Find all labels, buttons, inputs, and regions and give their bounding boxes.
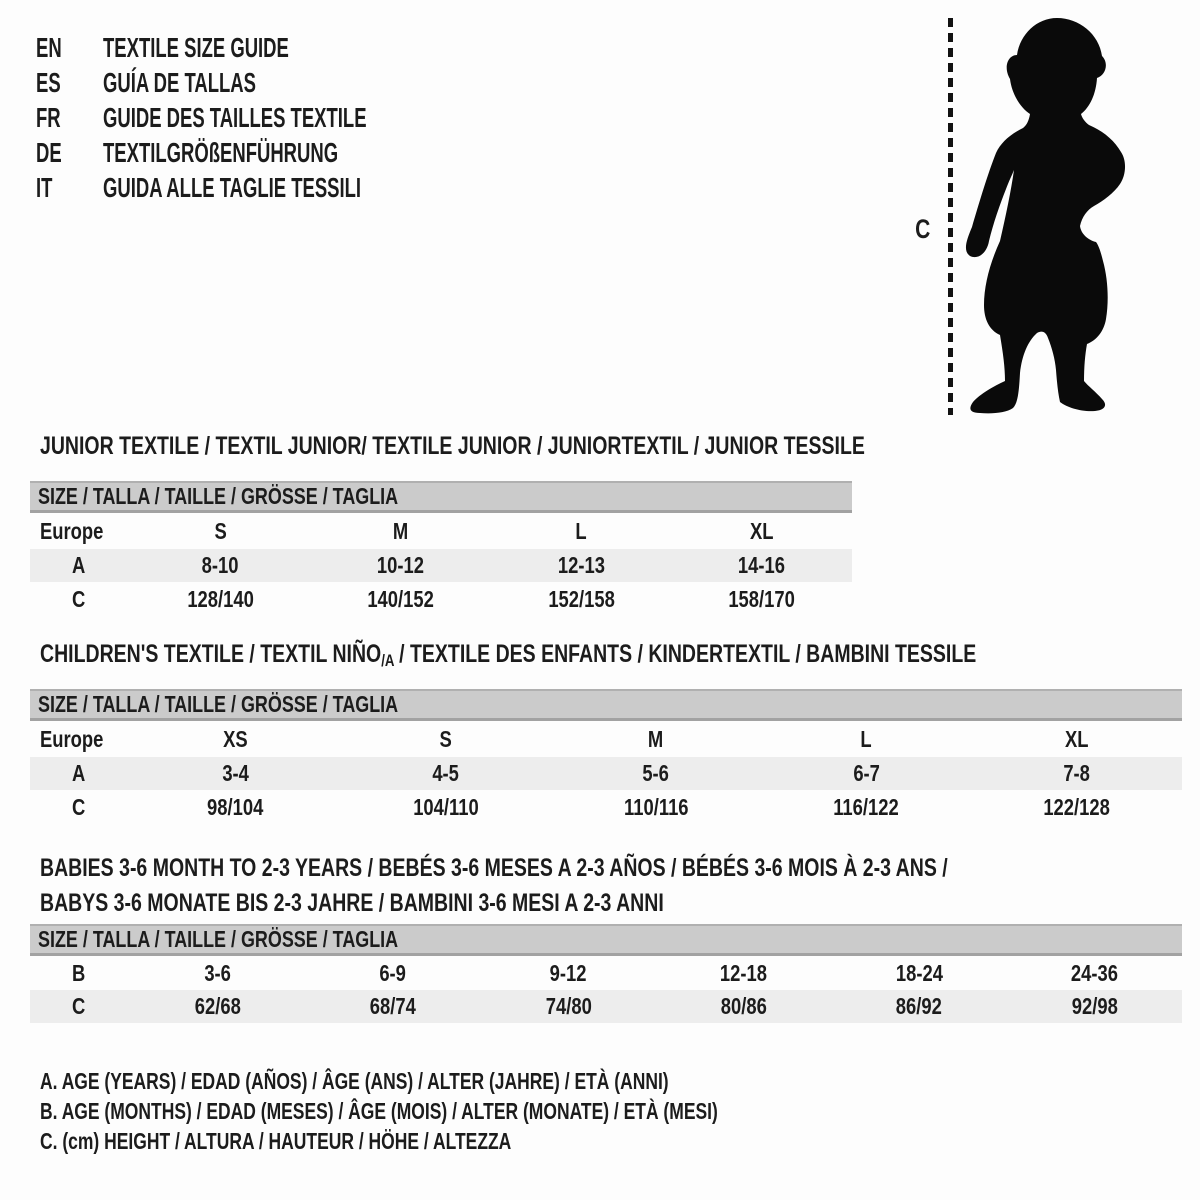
title-subscript: /A [381, 651, 395, 670]
size-cell: 6-7 [853, 760, 880, 786]
babies-section-title-line2: BABYS 3-6 MONATE BIS 2-3 JAHRE / BAMBINI… [40, 889, 664, 917]
size-header-bar: SIZE / TALLA / TAILLE / GRÖSSE / TAGLIA [30, 481, 852, 513]
size-header-bar: SIZE / TALLA / TAILLE / GRÖSSE / TAGLIA [30, 924, 1182, 956]
language-code: IT [36, 171, 53, 203]
size-cell: M [393, 517, 409, 544]
table-row: A 8-10 10-12 12-13 14-16 [30, 549, 852, 582]
size-header-label: SIZE / TALLA / TAILLE / GRÖSSE / TAGLIA [38, 691, 399, 717]
language-code: ES [36, 67, 61, 99]
toddler-silhouette-icon [965, 18, 1126, 414]
legend-line-b: B. AGE (MONTHS) / EDAD (MESES) / ÂGE (MO… [40, 1098, 718, 1124]
size-cell: 140/152 [367, 586, 434, 612]
size-cell: 152/158 [547, 586, 615, 612]
guide-title: GUÍA DE TALLAS [103, 67, 256, 99]
size-cell: S [214, 517, 227, 544]
size-cell: 7-8 [1063, 760, 1091, 786]
size-cell: 24-36 [1070, 959, 1118, 986]
size-cell: 6-9 [379, 959, 407, 986]
row-label: A [71, 760, 85, 786]
size-cell: 68/74 [369, 993, 417, 1019]
size-cell: 86/92 [895, 993, 942, 1019]
height-measure-label: C [915, 214, 931, 244]
size-header-label: SIZE / TALLA / TAILLE / GRÖSSE / TAGLIA [38, 926, 399, 952]
language-title-block: EN TEXTILE SIZE GUIDE ES GUÍA DE TALLAS … [36, 31, 502, 205]
height-measure-dashed-line [948, 18, 953, 415]
size-cell: 80/86 [720, 993, 767, 1019]
legend-line-c: C. (cm) HEIGHT / ALTURA / HAUTEUR / HÖHE… [40, 1128, 512, 1154]
size-cell: 10-12 [377, 552, 425, 578]
row-label: Europe [40, 517, 104, 544]
size-header-label: SIZE / TALLA / TAILLE / GRÖSSE / TAGLIA [38, 483, 399, 509]
size-cell: XL [1065, 725, 1089, 752]
guide-title: TEXTILE SIZE GUIDE [103, 32, 289, 64]
guide-title: TEXTILGRÖßENFÜHRUNG [103, 136, 339, 168]
table-row: B 3-6 6-9 9-12 12-18 18-24 24-36 [30, 955, 1182, 991]
size-cell: 74/80 [545, 993, 592, 1019]
size-cell: S [439, 725, 452, 752]
legend-line-a: A. AGE (YEARS) / EDAD (AÑOS) / ÂGE (ANS)… [40, 1068, 669, 1094]
junior-size-table: SIZE / TALLA / TAILLE / GRÖSSE / TAGLIA … [30, 481, 852, 617]
size-cell: 158/170 [728, 586, 795, 612]
junior-section-title: JUNIOR TEXTILE / TEXTIL JUNIOR/ TEXTILE … [40, 432, 865, 460]
language-row: EN TEXTILE SIZE GUIDE [36, 31, 502, 66]
table-row: C 128/140 140/152 152/158 158/170 [30, 582, 852, 617]
size-cell: 116/122 [833, 793, 900, 820]
size-cell: 5-6 [642, 760, 670, 786]
size-cell: 14-16 [738, 552, 786, 578]
row-label: C [71, 586, 85, 612]
language-row: DE TEXTILGRÖßENFÜHRUNG [36, 135, 502, 170]
table-row: Europe S M L XL [30, 512, 852, 550]
language-row: FR GUIDE DES TAILLES TEXTILE [36, 101, 502, 136]
babies-section-title-line1: BABIES 3-6 MONTH TO 2-3 YEARS / BEBÉS 3-… [40, 854, 948, 882]
size-cell: L [575, 517, 587, 544]
size-cell: 8-10 [201, 552, 239, 578]
size-cell: 9-12 [549, 959, 587, 986]
table-row: C 62/68 68/74 74/80 80/86 86/92 92/98 [30, 990, 1182, 1023]
size-cell: M [648, 725, 664, 752]
table-row: Europe XS S M L XL [30, 720, 1182, 758]
size-cell: 3-6 [204, 959, 231, 986]
children-section-title: CHILDREN'S TEXTILE / TEXTIL NIÑO/A / TEXT… [40, 640, 977, 671]
language-code: EN [36, 32, 62, 64]
guide-title: GUIDA ALLE TAGLIE TESSILI [103, 171, 362, 203]
babies-size-table: SIZE / TALLA / TAILLE / GRÖSSE / TAGLIA … [30, 924, 1182, 1023]
size-cell: 92/98 [1071, 993, 1118, 1019]
size-cell: XS [222, 725, 248, 752]
language-code: DE [36, 136, 62, 168]
language-row: ES GUÍA DE TALLAS [36, 66, 502, 101]
row-label: C [71, 993, 85, 1019]
size-cell: 3-4 [221, 760, 249, 786]
table-row: A 3-4 4-5 5-6 6-7 7-8 [30, 757, 1182, 790]
row-label: A [71, 552, 85, 578]
size-cell: 128/140 [186, 586, 254, 612]
size-cell: 98/104 [207, 793, 264, 820]
size-header-bar: SIZE / TALLA / TAILLE / GRÖSSE / TAGLIA [30, 689, 1182, 721]
size-cell: 104/110 [412, 793, 479, 820]
language-code: FR [36, 101, 61, 133]
row-label: B [71, 959, 85, 986]
size-cell: XL [749, 517, 774, 544]
row-label: C [71, 793, 85, 820]
size-cell: 110/116 [623, 793, 689, 820]
size-cell: 4-5 [432, 760, 459, 786]
language-row: IT GUIDA ALLE TAGLIE TESSILI [36, 170, 502, 205]
size-cell: L [860, 725, 872, 752]
size-cell: 12-13 [557, 552, 605, 578]
size-cell: 122/128 [1043, 793, 1111, 820]
guide-title: GUIDE DES TAILLES TEXTILE [103, 101, 367, 133]
table-row: C 98/104 104/110 110/116 116/122 122/128 [30, 790, 1182, 824]
size-cell: 18-24 [895, 959, 943, 986]
children-size-table: SIZE / TALLA / TAILLE / GRÖSSE / TAGLIA … [30, 689, 1182, 824]
size-cell: 62/68 [194, 993, 241, 1019]
size-cell: 12-18 [720, 959, 768, 986]
row-label: Europe [40, 725, 104, 752]
